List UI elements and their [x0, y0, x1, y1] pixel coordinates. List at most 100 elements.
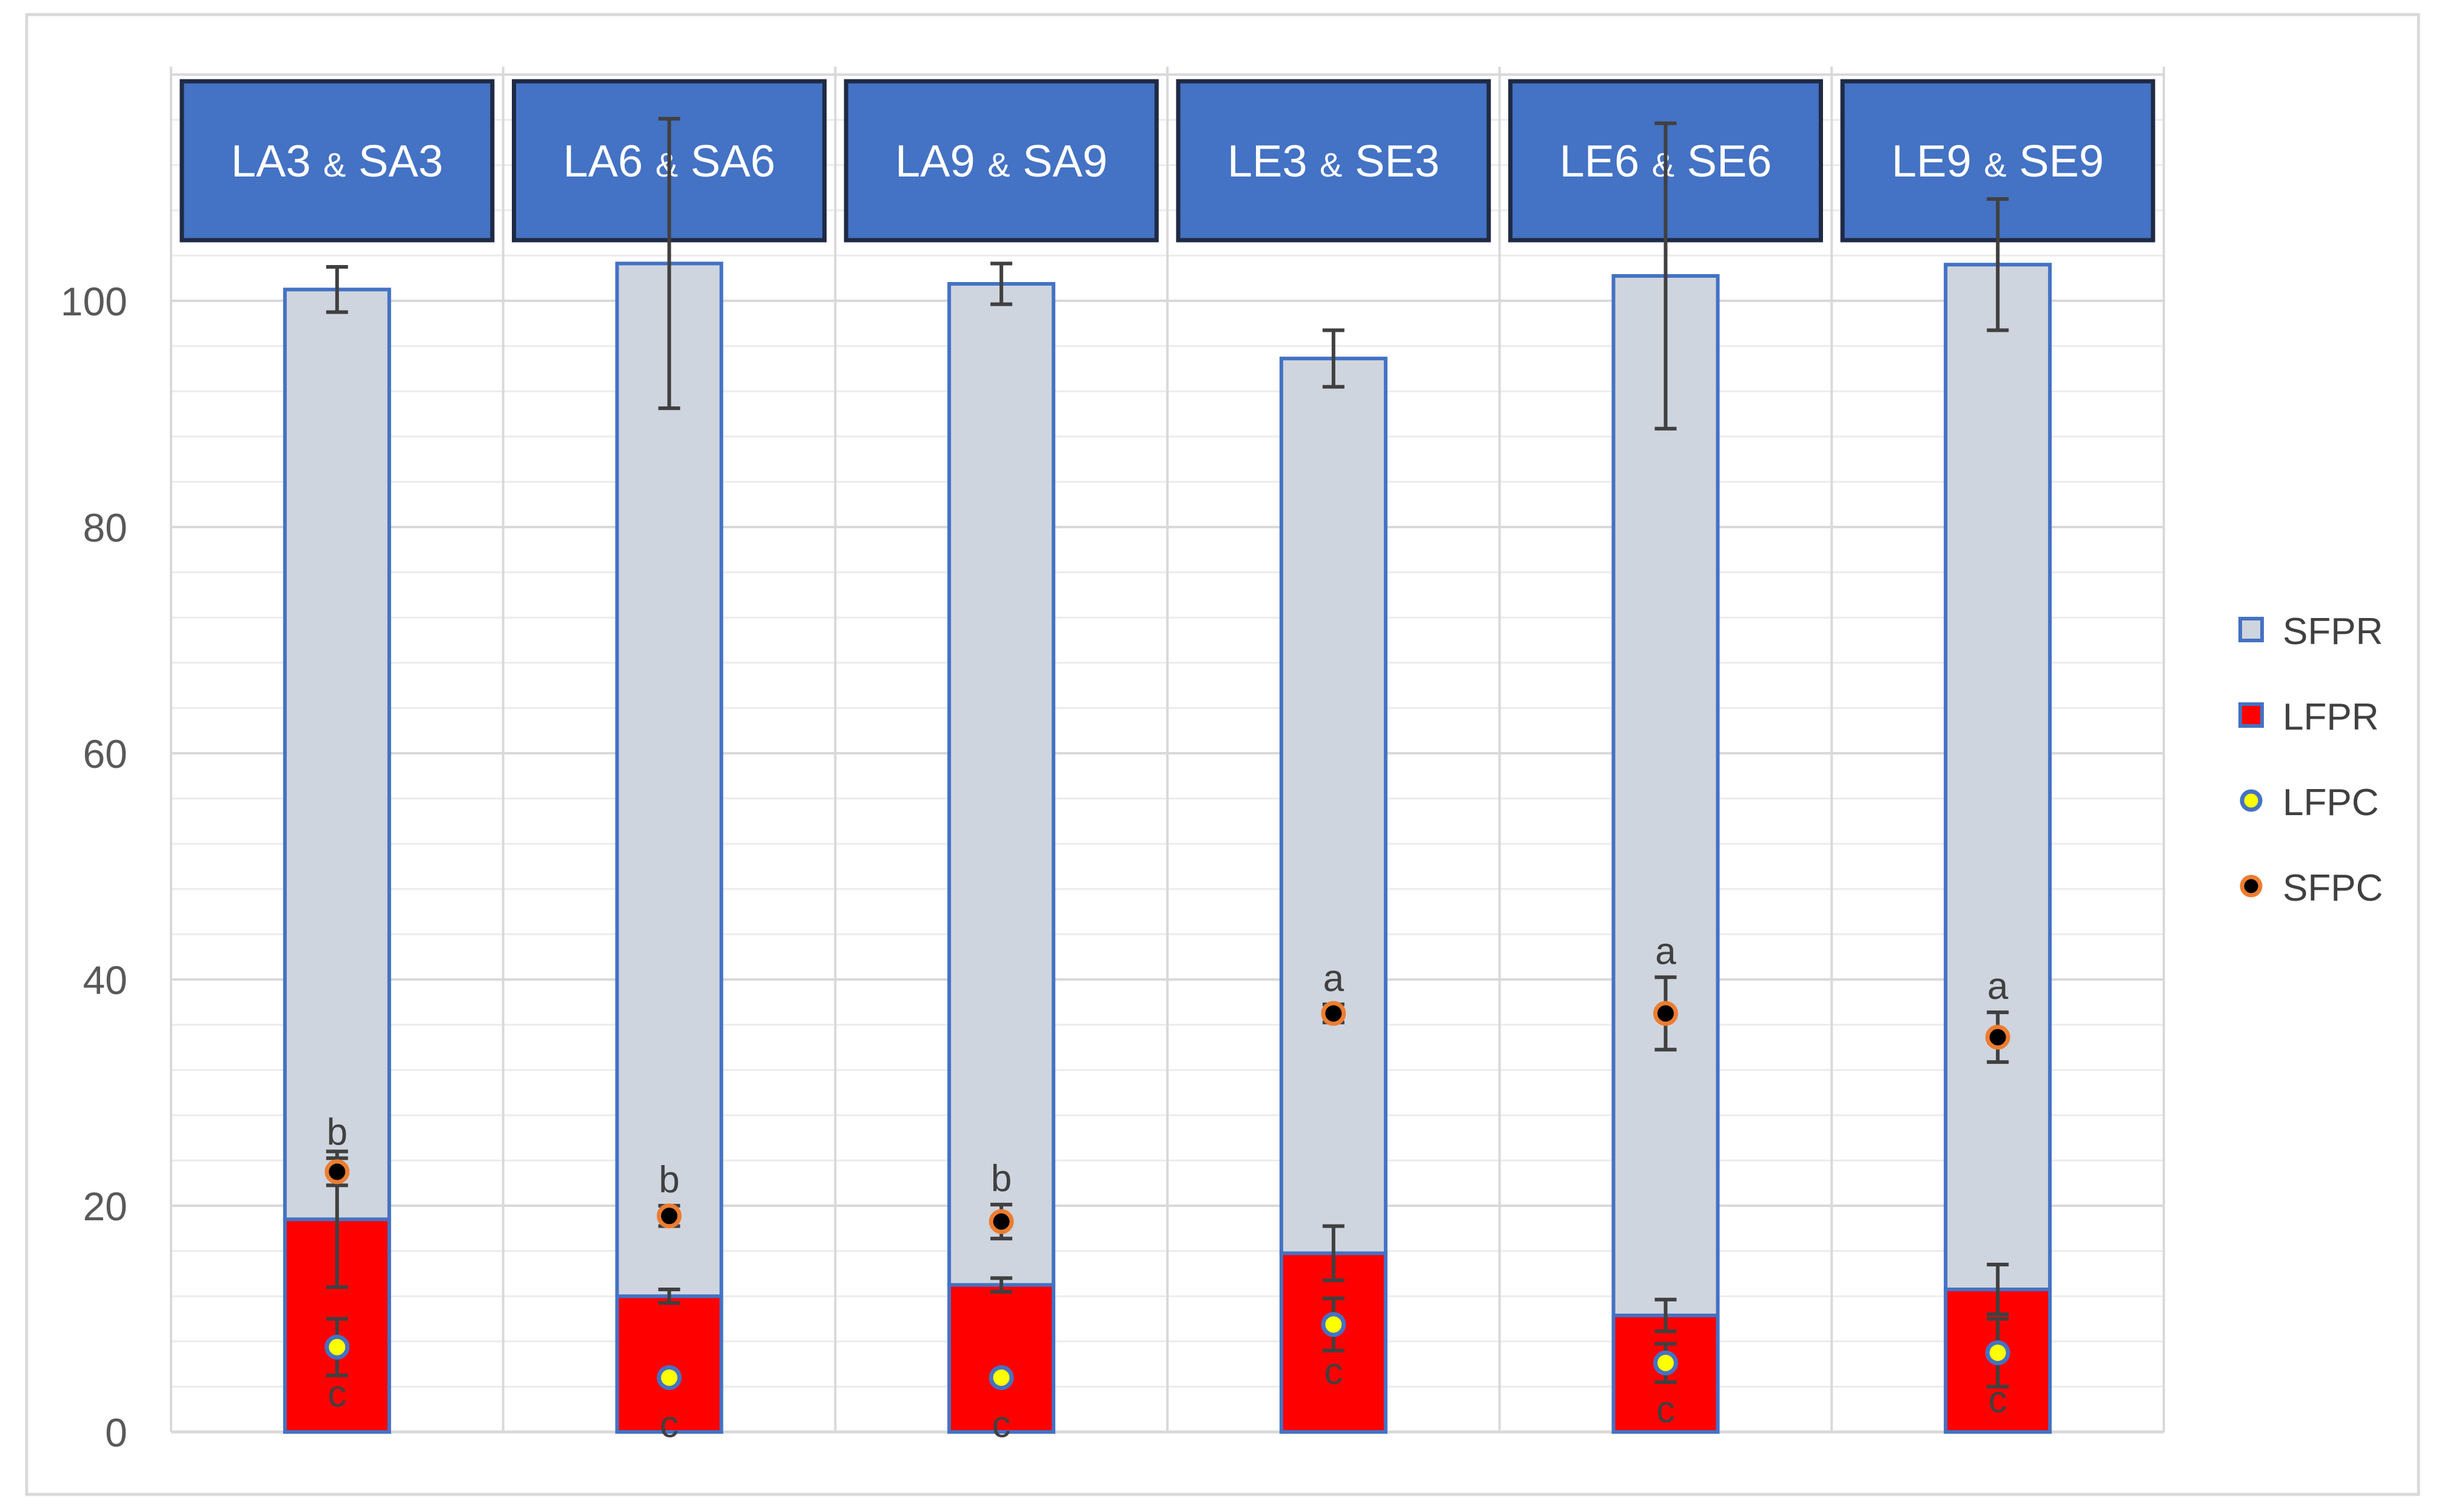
bar-sfpr [1611, 274, 1720, 1317]
point-lfpc [1321, 1312, 1346, 1337]
letter-sfpc: b [659, 1159, 679, 1201]
header-left-code: LA6 [563, 136, 655, 186]
legend-item-lfpc: LFPC [2240, 782, 2379, 824]
point-sfpc [1321, 1001, 1346, 1026]
y-tick-label: 100 [61, 279, 127, 324]
legend: SFPR LFPR LFPC SFPC [2238, 611, 2383, 909]
header-amp: & [1652, 146, 1674, 184]
error-bar-lfpr [1322, 1224, 1345, 1283]
header-left-code: LE3 [1227, 136, 1320, 186]
legend-label-lfpc: LFPC [2283, 782, 2379, 824]
significance-letters: c b c b c b c a c a c a [327, 930, 2009, 1445]
category-header-label: LE6 & SE6 [1559, 136, 1771, 186]
bar-lfpr [615, 1294, 723, 1434]
header-left-code: LA3 [231, 136, 323, 186]
header-right-code: SE9 [2007, 136, 2104, 186]
legend-marker-sfpc [2240, 875, 2263, 898]
bar-lfpr [947, 1283, 1056, 1434]
error-bar-sfpr [990, 261, 1013, 306]
y-tick-label: 20 [83, 1184, 127, 1229]
error-bar-sfpr [1987, 197, 2009, 332]
y-axis: 0 20 40 60 80 100 [61, 279, 127, 1455]
letter-sfpc: a [1323, 958, 1345, 1000]
legend-swatch-sfpr [2238, 617, 2264, 642]
header-left-code: LE6 [1559, 136, 1651, 186]
legend-item-lfpr: LFPR [2238, 696, 2379, 738]
bar-sfpr [1944, 263, 2052, 1292]
bar-sfpr [283, 287, 391, 1221]
point-sfpc [989, 1209, 1014, 1234]
legend-label-sfpc: SFPC [2283, 867, 2383, 909]
category-header-label: LA6 & SA6 [563, 136, 775, 186]
category-header-box [180, 79, 495, 243]
letter-lfpc: c [1324, 1351, 1343, 1393]
error-bar-sfpr [1322, 328, 1345, 389]
y-tick-label: 0 [105, 1410, 127, 1455]
bars [283, 261, 2052, 1434]
header-amp: & [987, 146, 1010, 184]
point-sfpc [1985, 1024, 2010, 1050]
category-header: LA9 & SA9 [844, 79, 1159, 243]
header-right-code: SA3 [346, 136, 443, 186]
error-bar-sfpr [658, 116, 680, 411]
y-tick-label: 40 [83, 958, 127, 1003]
error-bar-lfpr [1654, 1297, 1677, 1334]
point-sfpc [324, 1159, 350, 1184]
y-tick-label: 80 [83, 505, 127, 550]
letter-lfpc: c [327, 1373, 346, 1415]
category-header-label: LE3 & SE3 [1227, 136, 1440, 186]
letter-lfpc: c [1989, 1379, 2007, 1420]
header-amp: & [1320, 146, 1342, 184]
legend-marker-lfpc [2240, 789, 2263, 812]
category-headers: LA3 & SA3 LA6 & SA6 LA9 & SA9 LE3 & SE3 LE6 … [180, 79, 2155, 243]
legend-swatch-lfpr [2238, 702, 2264, 728]
category-header-label: LA9 & SA9 [895, 136, 1107, 186]
error-bar-lfpr [658, 1288, 680, 1305]
legend-label-sfpr: SFPR [2283, 611, 2383, 653]
legend-label-lfpr: LFPR [2283, 696, 2379, 738]
legend-item-sfpr: SFPR [2238, 611, 2383, 653]
letter-lfpc: c [660, 1403, 679, 1445]
header-amp: & [323, 146, 346, 184]
letter-lfpc: c [992, 1403, 1011, 1445]
letter-sfpc: a [1655, 930, 1676, 972]
y-tick-label: 60 [83, 731, 127, 776]
category-header-box [844, 79, 1159, 243]
category-header: LA3 & SA3 [180, 79, 495, 243]
header-amp: & [656, 146, 678, 184]
point-lfpc [324, 1334, 350, 1360]
letter-sfpc: b [991, 1158, 1012, 1200]
header-left-code: LA9 [895, 136, 987, 186]
header-left-code: LE9 [1892, 136, 1984, 186]
error-bar-lfpr [990, 1276, 1013, 1294]
point-sfpc [657, 1203, 682, 1229]
legend-item-sfpc: SFPC [2240, 867, 2383, 909]
letter-lfpc: c [1656, 1389, 1675, 1431]
header-amp: & [1984, 146, 2006, 184]
point-lfpc [1653, 1350, 1678, 1376]
header-right-code: SE3 [1342, 136, 1439, 186]
letter-sfpc: a [1987, 966, 2009, 1007]
header-right-code: SA6 [678, 136, 775, 186]
bar-sfpr [947, 282, 1056, 1287]
point-lfpc [657, 1365, 682, 1390]
header-right-code: SE6 [1674, 136, 1771, 186]
bar-sfpr [1279, 357, 1388, 1255]
letter-sfpc: b [327, 1112, 347, 1154]
error-bar-sfpr [1654, 121, 1677, 431]
bar-sfpr [615, 261, 723, 1299]
category-header: LE3 & SE3 [1176, 79, 1491, 243]
error-bar-lfpr [1987, 1262, 2009, 1317]
point-sfpc [1653, 1001, 1678, 1026]
category-header-label: LA3 & SA3 [231, 136, 443, 186]
point-lfpc [1985, 1340, 2010, 1365]
point-lfpc [989, 1365, 1014, 1390]
gridlines [170, 67, 2165, 1434]
category-header-box [1176, 79, 1491, 243]
category-header-label: LE9 & SE9 [1892, 136, 2104, 186]
error-bar-sfpr [326, 265, 348, 314]
points [324, 1001, 2010, 1390]
header-right-code: SA9 [1010, 136, 1107, 186]
